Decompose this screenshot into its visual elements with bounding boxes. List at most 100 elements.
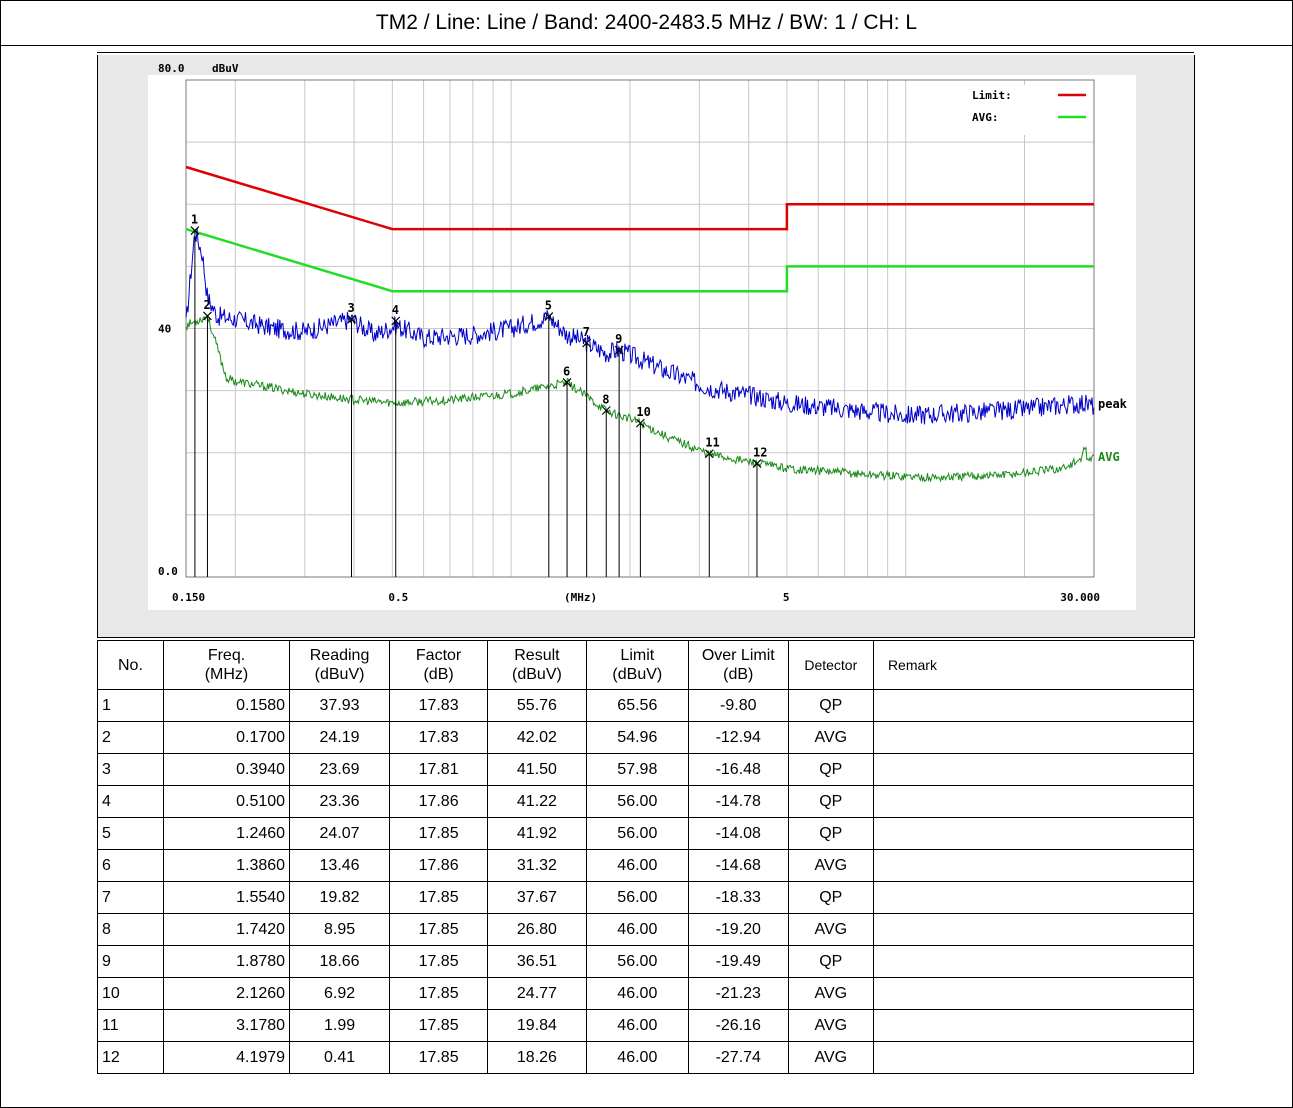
table-cell: 31.32	[487, 849, 587, 882]
marker-label: 6	[563, 364, 570, 378]
column-header-text: No.	[118, 656, 143, 674]
table-cell: 55.76	[487, 689, 587, 722]
column-header-text: (dBuV)	[612, 666, 663, 683]
table-cell: 8	[97, 913, 164, 946]
table-cell: 3.1780	[162, 1009, 291, 1042]
marker-label: 9	[615, 332, 622, 346]
table-cell	[872, 913, 1195, 946]
table-cell: 17.85	[389, 1041, 489, 1074]
table-cell	[872, 689, 1195, 722]
marker-x	[582, 338, 592, 348]
limit-line-limit	[185, 165, 1094, 231]
table-cell: 0.41	[289, 1041, 391, 1074]
chart-top-rule	[97, 52, 1194, 53]
legend-label: AVG:	[972, 111, 999, 124]
marker-label: 10	[636, 405, 650, 419]
table-cell: 56.00	[585, 785, 689, 818]
results-table: No. Freq. (MHz) Reading (dBuV) Factor (dB) Resu…	[97, 640, 1195, 1074]
table-cell: QP	[787, 881, 874, 914]
table-cell: AVG	[787, 913, 874, 946]
table-cell	[872, 881, 1195, 914]
table-cell: 7	[97, 881, 164, 914]
marker-x	[391, 316, 401, 326]
table-cell: -19.20	[687, 913, 789, 946]
y-unit-label: dBuV	[212, 62, 239, 75]
table-cell: 1.3860	[162, 849, 291, 882]
table-cell: 17.86	[389, 785, 489, 818]
table-cell: 24.19	[289, 721, 391, 754]
marker-label: 3	[347, 301, 354, 315]
table-row: 3 0.3940 23.69 17.81 41.50 57.98 -16.48 QP	[97, 753, 1195, 786]
table-row: 7 1.5540 19.82 17.85 37.67 56.00 -18.33 QP	[97, 881, 1195, 914]
table-cell	[872, 1041, 1195, 1074]
table-row: 5 1.2460 24.07 17.85 41.92 56.00 -14.08 QP	[97, 817, 1195, 850]
column-header-text: (dB)	[723, 666, 754, 683]
table-cell: 1.7420	[162, 913, 291, 946]
table-cell: 17.85	[389, 945, 489, 978]
column-header-text: (dBuV)	[512, 666, 562, 683]
chart-panel: peak AVG 1 2 3 4 5 6 7 8 9 10 11 12 80.0 40 0.0 dBuV 0.150…	[97, 55, 1195, 638]
table-cell: 17.85	[389, 881, 489, 914]
table-cell: -21.23	[687, 977, 789, 1010]
table-cell: QP	[787, 753, 874, 786]
table-header-row: No. Freq. (MHz) Reading (dBuV) Factor (dB) Resu…	[97, 640, 1195, 690]
table-cell: 4.1979	[162, 1041, 291, 1074]
table-cell: 19.82	[289, 881, 391, 914]
table-row: 2 0.1700 24.19 17.83 42.02 54.96 -12.94 AVG	[97, 721, 1195, 754]
table-cell: 17.81	[389, 753, 489, 786]
column-header: Factor (dB)	[389, 640, 489, 690]
table-row: 9 1.8780 18.66 17.85 36.51 56.00 -19.49 QP	[97, 945, 1195, 978]
table-cell: AVG	[787, 1041, 874, 1074]
x-tick-label: 5	[783, 591, 790, 604]
series-label-peak: peak	[1098, 397, 1128, 411]
column-header-text: Result	[514, 647, 560, 664]
marker-label: 4	[392, 303, 399, 317]
column-header-text: (MHz)	[204, 666, 249, 683]
table-cell	[872, 785, 1195, 818]
column-header: Over Limit (dB)	[687, 640, 789, 690]
column-header-text: (dB)	[423, 666, 454, 683]
x-tick-label: 0.5	[388, 591, 408, 604]
table-cell: 41.22	[487, 785, 587, 818]
table-cell: 17.85	[389, 913, 489, 946]
column-header-text: Remark	[887, 656, 937, 673]
table-cell: 23.36	[289, 785, 391, 818]
x-tick-label: (MHz)	[564, 591, 597, 604]
table-body: 1 0.1580 37.93 17.83 55.76 65.56 -9.80 QP 2 0.170…	[97, 689, 1195, 1074]
table-row: 8 1.7420 8.95 17.85 26.80 46.00 -19.20 AVG	[97, 913, 1195, 946]
marker-label: 7	[583, 325, 590, 339]
table-cell: AVG	[787, 849, 874, 882]
table-cell: 0.1580	[162, 689, 291, 722]
table-cell: 56.00	[585, 817, 689, 850]
table-cell: 57.98	[585, 753, 689, 786]
column-header: Limit (dBuV)	[585, 640, 689, 690]
table-cell: 2.1260	[162, 977, 291, 1010]
table-cell	[872, 721, 1195, 754]
table-cell	[872, 945, 1195, 978]
table-cell: 19.84	[487, 1009, 587, 1042]
table-cell: 46.00	[585, 913, 689, 946]
column-header: Freq. (MHz)	[162, 640, 291, 690]
table-cell: 17.85	[389, 817, 489, 850]
table-row: 10 2.1260 6.92 17.85 24.77 46.00 -21.23 AVG	[97, 977, 1195, 1010]
table-cell: 1.2460	[162, 817, 291, 850]
table-cell: 5	[97, 817, 164, 850]
table-cell: 12	[97, 1041, 164, 1074]
table-cell: QP	[787, 817, 874, 850]
table-cell: 18.26	[487, 1041, 587, 1074]
column-header: No.	[97, 640, 164, 690]
table-cell: QP	[787, 689, 874, 722]
table-cell: -12.94	[687, 721, 789, 754]
marker-label: 12	[753, 446, 767, 460]
table-cell: 3	[97, 753, 164, 786]
table-cell: 17.86	[389, 849, 489, 882]
marker-x	[614, 345, 624, 355]
series-label-avg: AVG	[1098, 450, 1120, 464]
table-row: 1 0.1580 37.93 17.83 55.76 65.56 -9.80 QP	[97, 689, 1195, 722]
table-cell: -18.33	[687, 881, 789, 914]
table-cell: -14.68	[687, 849, 789, 882]
table-cell	[872, 977, 1195, 1010]
y-tick-label: 80.0	[158, 62, 185, 75]
table-cell: 54.96	[585, 721, 689, 754]
column-header: Detector	[787, 640, 874, 690]
